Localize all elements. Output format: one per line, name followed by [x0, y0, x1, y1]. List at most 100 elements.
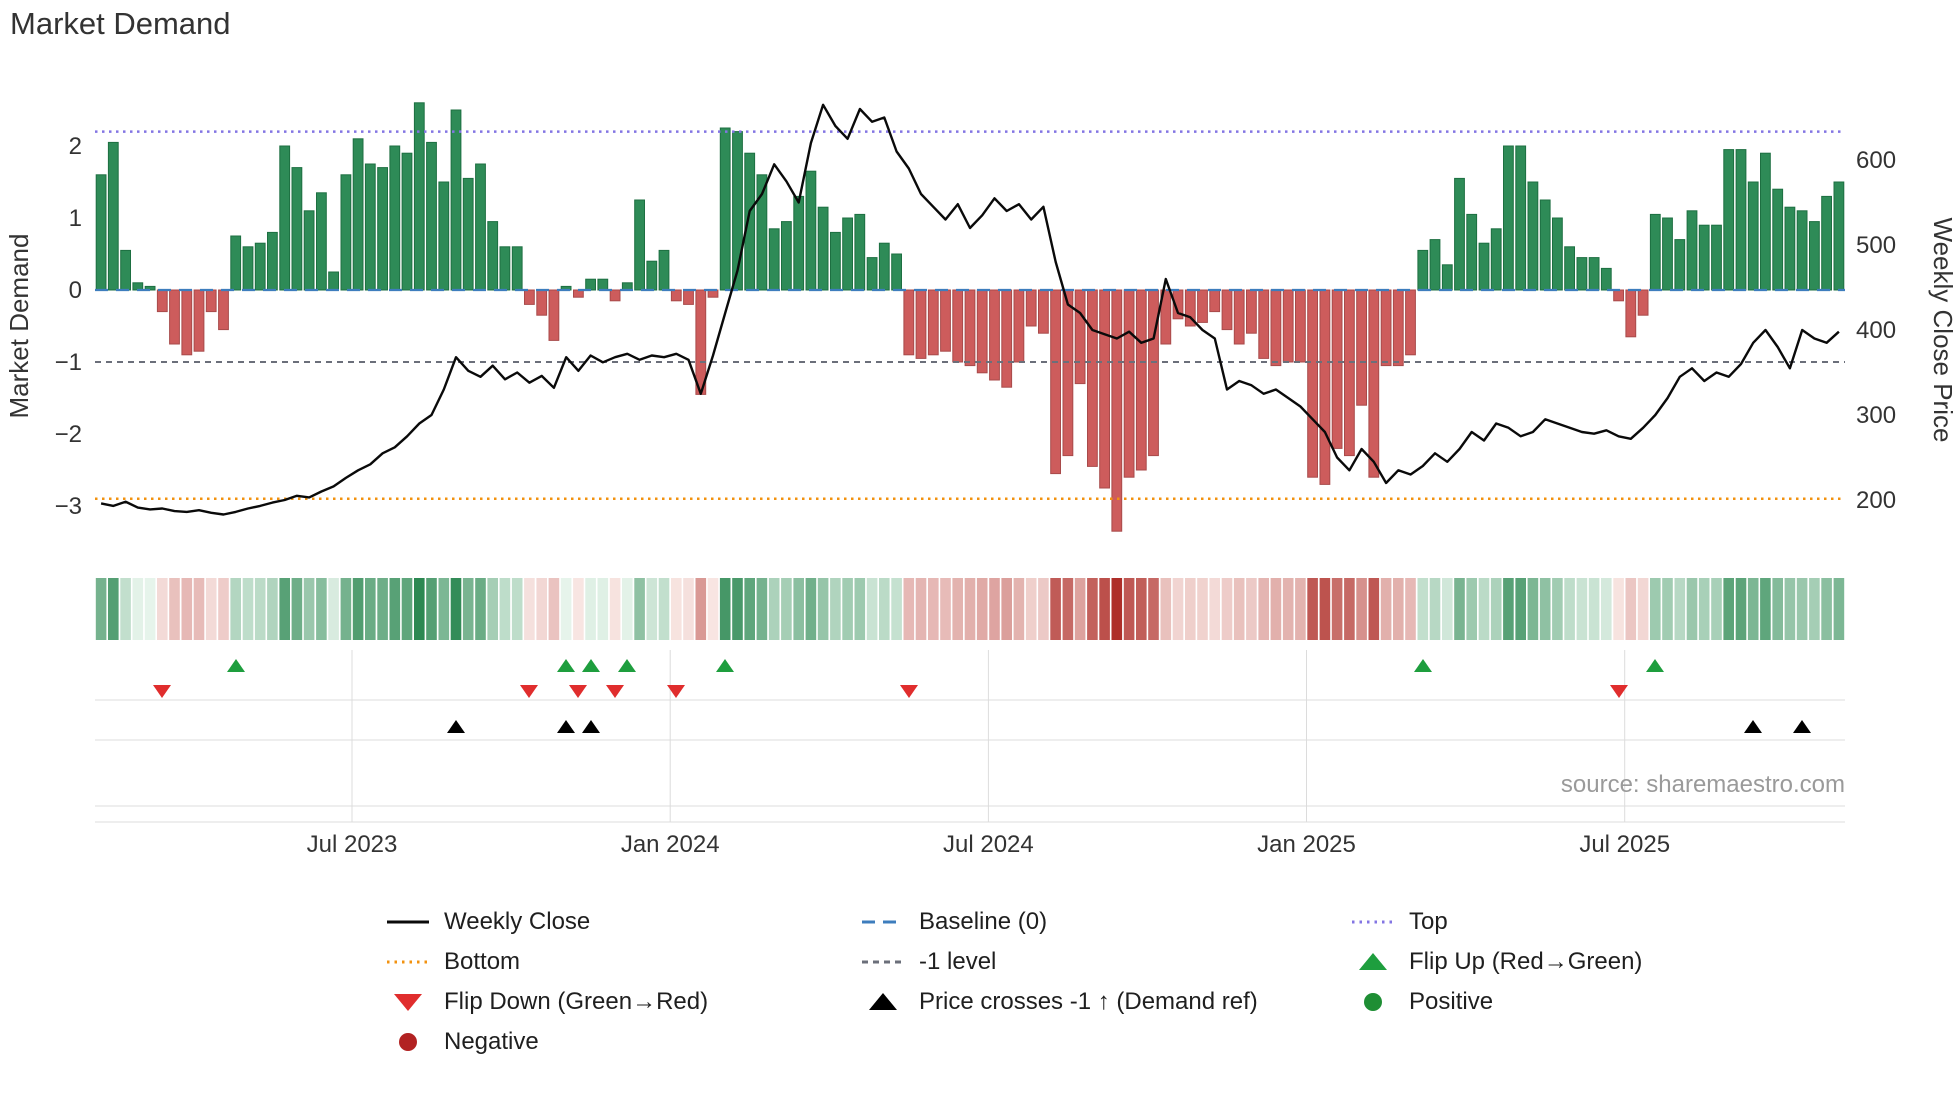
price-cross-marker — [1793, 720, 1811, 733]
demand-bar — [793, 195, 805, 291]
right-tick-label: 600 — [1856, 147, 1896, 174]
heatmap-cell — [1197, 578, 1208, 640]
demand-bar — [1246, 289, 1257, 334]
heatmap-cell — [1148, 578, 1159, 640]
heatmap-cell — [1331, 578, 1343, 640]
demand-bar — [1796, 210, 1808, 291]
heatmap-cell — [952, 578, 963, 640]
heatmap-cell — [169, 578, 180, 640]
right-tick-label: 300 — [1856, 402, 1896, 429]
demand-bar — [1319, 289, 1331, 485]
heatmap-cell — [193, 578, 205, 640]
heatmap-cell — [1013, 578, 1025, 640]
demand-bar — [1135, 289, 1147, 471]
price-cross-marker — [582, 720, 600, 733]
demand-bar — [181, 289, 193, 356]
demand-bar — [291, 167, 303, 291]
heatmap-cell — [793, 578, 804, 640]
heatmap-cell — [218, 578, 229, 640]
heatmap-cell — [756, 578, 768, 640]
demand-bar — [1062, 289, 1074, 457]
heatmap-cell — [352, 578, 364, 640]
heatmap-cell — [291, 578, 303, 640]
heatmap-cell — [866, 578, 878, 640]
price-cross-marker — [1744, 720, 1762, 733]
demand-bar — [1295, 289, 1306, 363]
demand-bar — [805, 170, 817, 291]
flip-down-marker — [1610, 685, 1628, 698]
minus-one-dash-icon — [862, 960, 904, 964]
demand-bar — [854, 213, 866, 291]
weekly-close-line-icon — [387, 920, 429, 924]
heatmap-cell — [1050, 578, 1061, 640]
demand-bar — [107, 141, 119, 291]
heatmap-cell — [1380, 578, 1392, 640]
demand-bar — [1099, 289, 1110, 489]
heatmap-cell — [365, 578, 376, 640]
demand-bar — [597, 278, 609, 291]
demand-bar — [1123, 289, 1135, 478]
x-tick-label: Jul 2023 — [307, 831, 398, 858]
heatmap-cell — [891, 578, 902, 640]
demand-bar — [230, 235, 242, 291]
heatmap-cell — [340, 578, 352, 640]
demand-bar — [1429, 239, 1441, 291]
flip-up-marker — [716, 659, 734, 672]
heatmap-cell — [328, 578, 339, 640]
demand-bar — [695, 289, 707, 395]
demand-bar — [1613, 289, 1624, 302]
heatmap-cell — [1784, 578, 1796, 640]
heatmap-cell — [487, 578, 498, 640]
demand-bar — [1331, 289, 1343, 449]
demand-bar — [1258, 289, 1270, 359]
demand-bar — [940, 289, 951, 352]
right-axis-title: Weekly Close Price — [1928, 218, 1958, 443]
heatmap-cell — [903, 578, 915, 640]
heatmap-cell — [462, 578, 474, 640]
demand-bar — [1735, 149, 1747, 291]
source-credit: source: sharemaestro.com — [1561, 771, 1845, 798]
demand-bar — [1368, 289, 1380, 478]
flip-up-marker — [618, 659, 636, 672]
heatmap-cell — [144, 578, 156, 640]
demand-bar — [548, 289, 560, 341]
heatmap-cell — [1038, 578, 1049, 640]
demand-bar — [842, 217, 854, 291]
heatmap-cell — [683, 578, 694, 640]
event-markers — [153, 659, 1811, 733]
heatmap-cell — [1809, 578, 1820, 640]
heatmap-cell — [548, 578, 560, 640]
demand-bar — [1441, 264, 1453, 291]
flip-down-marker — [153, 685, 171, 698]
demand-bar — [1282, 289, 1294, 363]
legend-item-price-cross: Price crosses -1 ↑ (Demand ref) — [860, 988, 1350, 1016]
demand-bar — [1772, 188, 1784, 291]
flip-down-marker — [520, 685, 538, 698]
demand-bar — [1552, 217, 1563, 291]
heatmap-cell — [1393, 578, 1404, 640]
heatmap-cell — [1136, 578, 1147, 640]
heatmap-cell — [157, 578, 168, 640]
demand-bar — [781, 221, 792, 291]
axis-labels: 2 1 0 −1 −2 −3 600 500 400 300 200 Jul 2023 Jan 2024… — [4, 133, 1958, 858]
negative-dot-icon — [399, 1033, 417, 1051]
demand-bar — [1221, 289, 1233, 331]
heatmap-cell — [108, 578, 119, 640]
demand-bar — [1637, 289, 1649, 316]
heatmap-cell — [976, 578, 988, 640]
demand-bar — [462, 177, 474, 291]
demand-bar — [1711, 224, 1722, 291]
heatmap-cell — [634, 578, 645, 640]
heatmap-cell — [609, 578, 621, 640]
heatmap-cell — [377, 578, 388, 640]
heatmap-cell — [279, 578, 290, 640]
demand-bars — [95, 102, 1845, 532]
demand-bar — [1417, 249, 1429, 291]
demand-bar — [242, 246, 254, 291]
demand-bar — [254, 242, 266, 291]
demand-bar — [218, 289, 229, 331]
flip-up-marker — [1646, 659, 1664, 672]
demand-bar — [1160, 289, 1172, 345]
heatmap-cell — [1539, 578, 1551, 640]
demand-bar — [1539, 199, 1551, 291]
